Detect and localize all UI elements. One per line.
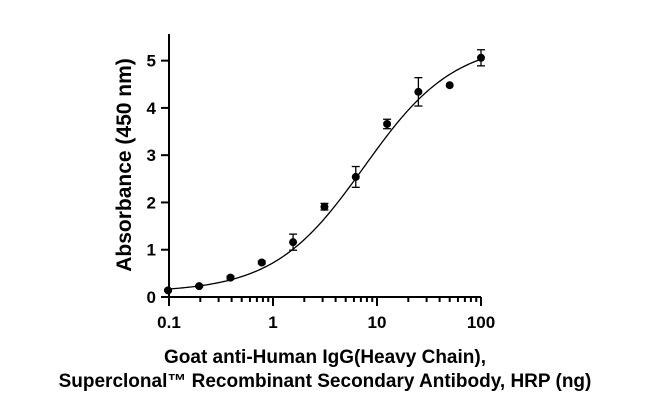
data-point [164,286,173,295]
error-bars [164,49,485,292]
x-axis-label-line2: Superclonal™ Recombinant Secondary Antib… [58,371,592,392]
x-tick-label: 100 [467,313,495,332]
x-tick-label: 10 [368,313,387,332]
data-point [445,81,454,90]
y-tick-label: 3 [147,146,156,165]
y-tick-label: 1 [147,241,156,260]
y-tick-label: 2 [147,193,156,212]
data-point [383,119,392,128]
x-tick-label: 0.1 [157,313,181,332]
data-point [289,238,298,247]
y-tick-label: 4 [147,99,157,118]
x-ticks: 0.1 1 10 100 [157,297,495,332]
data-point [414,87,423,96]
y-axis-label: Absorbance (450 nm) [113,58,136,272]
data-point [320,202,329,211]
x-axis-label-line1: Goat anti-Human IgG(Heavy Chain), [164,347,486,368]
y-ticks: 0 1 2 3 4 5 [147,52,169,307]
data-point [477,53,485,62]
y-tick-label: 5 [147,52,156,71]
data-points [164,53,485,295]
data-point [195,282,204,291]
data-point [351,172,360,181]
data-point [257,258,266,267]
x-tick-label: 1 [268,313,277,332]
data-point [226,273,235,282]
fit-curve [168,58,482,290]
chart: 0 1 2 3 4 5 0.1 1 10 100 Absorbance (450 nm) [113,34,495,332]
y-tick-label: 0 [147,288,156,307]
